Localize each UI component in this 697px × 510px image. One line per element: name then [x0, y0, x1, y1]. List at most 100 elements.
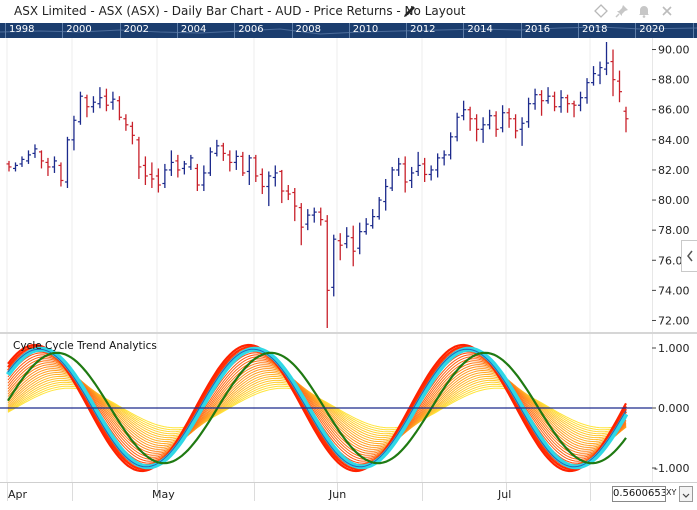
price-bar[interactable]: [234, 150, 239, 170]
price-bar[interactable]: [143, 156, 148, 185]
price-bar[interactable]: [13, 162, 18, 171]
price-bar[interactable]: [188, 155, 193, 170]
price-bar[interactable]: [227, 150, 232, 171]
pin-icon[interactable]: [614, 3, 630, 19]
price-bar[interactable]: [383, 179, 388, 211]
price-bar[interactable]: [201, 165, 206, 191]
price-bar[interactable]: [169, 150, 174, 176]
price-bar[interactable]: [396, 158, 401, 176]
price-bar[interactable]: [455, 113, 460, 142]
price-bar[interactable]: [539, 90, 544, 116]
price-bar[interactable]: [52, 156, 57, 173]
close-icon[interactable]: [659, 3, 675, 19]
price-bar[interactable]: [598, 62, 603, 85]
price-bar[interactable]: [325, 215, 330, 328]
price-bar[interactable]: [318, 208, 323, 226]
pencil-icon[interactable]: [402, 3, 418, 19]
price-bar[interactable]: [572, 101, 577, 118]
price-bar[interactable]: [162, 164, 167, 188]
price-bar[interactable]: [409, 167, 414, 188]
price-bar[interactable]: [65, 137, 70, 188]
price-bar[interactable]: [377, 197, 382, 220]
price-bar[interactable]: [533, 89, 538, 110]
price-bar[interactable]: [526, 98, 531, 128]
price-bar[interactable]: [305, 209, 310, 230]
price-bar[interactable]: [559, 90, 564, 113]
xy-mode-button[interactable]: [679, 486, 693, 502]
price-bar[interactable]: [123, 114, 128, 131]
price-bar[interactable]: [416, 152, 421, 176]
price-bar[interactable]: [422, 158, 427, 182]
price-bar[interactable]: [221, 143, 226, 161]
price-bar-chart[interactable]: [0, 38, 652, 332]
price-bar[interactable]: [130, 122, 135, 145]
price-bar[interactable]: [448, 132, 453, 159]
price-bar[interactable]: [468, 107, 473, 131]
price-bar[interactable]: [617, 71, 622, 103]
cursor-value-readout[interactable]: 0.5600653: [612, 486, 666, 502]
price-bar[interactable]: [208, 147, 213, 176]
price-bar[interactable]: [91, 96, 96, 113]
price-bar[interactable]: [78, 92, 83, 125]
price-bar[interactable]: [117, 96, 122, 120]
price-bar[interactable]: [195, 164, 200, 191]
price-bar[interactable]: [338, 233, 343, 260]
cycle-oscillator-chart[interactable]: [0, 334, 652, 482]
price-bar[interactable]: [247, 155, 252, 185]
price-bar[interactable]: [292, 188, 297, 221]
price-bar[interactable]: [442, 150, 447, 165]
price-bar[interactable]: [175, 155, 180, 178]
price-bar[interactable]: [552, 92, 557, 112]
price-bar[interactable]: [578, 92, 583, 112]
price-bar[interactable]: [507, 108, 512, 128]
price-bar[interactable]: [240, 152, 245, 176]
price-bar[interactable]: [32, 144, 37, 158]
price-bar[interactable]: [403, 156, 408, 192]
price-bar[interactable]: [494, 111, 499, 137]
price-bar[interactable]: [39, 150, 44, 168]
price-bar[interactable]: [429, 165, 434, 180]
price-bar[interactable]: [604, 42, 609, 75]
price-bar[interactable]: [624, 107, 629, 133]
bell-icon[interactable]: [636, 3, 652, 19]
price-bar[interactable]: [351, 226, 356, 267]
price-bar[interactable]: [344, 227, 349, 248]
price-bar[interactable]: [19, 156, 24, 167]
price-bar[interactable]: [513, 114, 518, 138]
price-bar[interactable]: [260, 168, 265, 194]
price-bar[interactable]: [390, 167, 395, 191]
price-bar[interactable]: [26, 150, 31, 164]
expand-handle[interactable]: [681, 240, 697, 272]
price-chart-pane[interactable]: [0, 38, 652, 332]
price-bar[interactable]: [585, 78, 590, 104]
price-bar[interactable]: [45, 158, 50, 176]
price-bar[interactable]: [364, 218, 369, 235]
price-bar[interactable]: [546, 87, 551, 104]
price-bar[interactable]: [97, 87, 102, 108]
price-bar[interactable]: [299, 203, 304, 245]
price-bar[interactable]: [266, 171, 271, 206]
price-bar[interactable]: [591, 66, 596, 86]
price-bar[interactable]: [520, 117, 525, 146]
price-bar[interactable]: [286, 185, 291, 200]
price-bar[interactable]: [273, 165, 278, 186]
price-bar[interactable]: [110, 92, 115, 110]
price-bar[interactable]: [500, 105, 505, 132]
price-bar[interactable]: [84, 95, 89, 118]
price-bar[interactable]: [58, 162, 63, 186]
diamond-icon[interactable]: [593, 3, 609, 19]
price-bar[interactable]: [182, 161, 187, 175]
oscillator-pane[interactable]: [0, 334, 652, 482]
price-bar[interactable]: [565, 95, 570, 113]
price-bar[interactable]: [487, 110, 492, 130]
price-bar[interactable]: [214, 140, 219, 157]
price-bar[interactable]: [461, 101, 466, 121]
price-bar[interactable]: [136, 137, 141, 179]
price-bar[interactable]: [481, 117, 486, 143]
price-bar[interactable]: [104, 89, 109, 112]
price-bar[interactable]: [331, 235, 336, 297]
price-bar[interactable]: [370, 209, 375, 229]
